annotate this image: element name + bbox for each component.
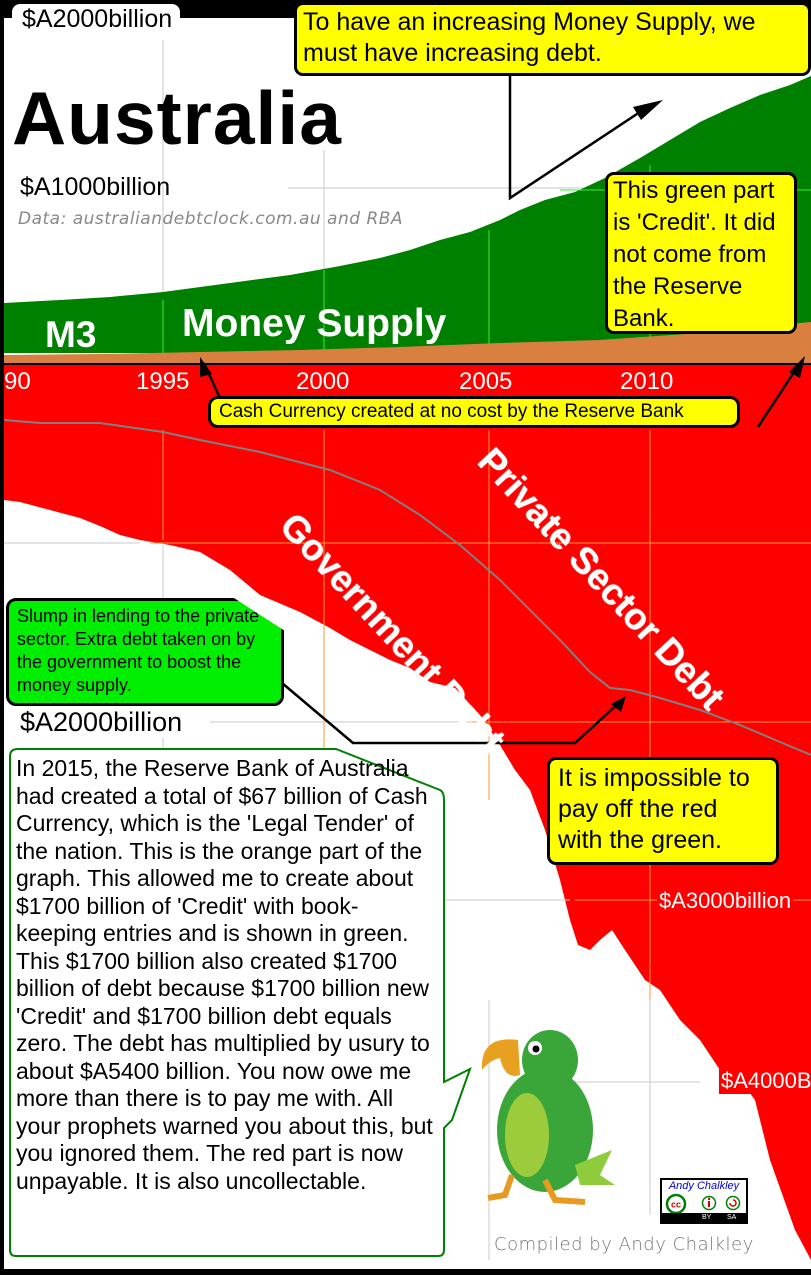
- money-supply-label: Money Supply: [182, 302, 447, 345]
- license-bar: BY SA: [662, 1213, 746, 1222]
- cash-area: [4, 322, 811, 364]
- year-label: 2005: [459, 368, 513, 395]
- svg-text:cc: cc: [671, 1200, 681, 1210]
- year-label: 2010: [620, 368, 674, 395]
- data-source: Data: australiandebtclock.com.au and RBA: [18, 209, 404, 229]
- license-sa: SA: [727, 1214, 737, 1221]
- parrot-illustration: [481, 1030, 615, 1205]
- axis-label-3000: $A3000billion: [657, 888, 794, 914]
- arrowheads: [200, 100, 805, 712]
- year-label: 2000: [296, 368, 350, 395]
- license-author: Andy Chalkley: [668, 1180, 740, 1192]
- note-slump: Slump in lending to the private sector. …: [6, 598, 284, 706]
- note-impossible: It is impossible to pay off the red with…: [547, 757, 779, 865]
- credit-line: Compiled by Andy Chalkley: [494, 1234, 754, 1255]
- axis-label-4000: $A4000B: [719, 1068, 811, 1094]
- speech-text: In 2015, the Reserve Bank of Australia h…: [16, 755, 433, 1194]
- grid-lower: [4, 542, 700, 1260]
- year-label: 1995: [136, 368, 190, 395]
- sa-icon: [725, 1195, 741, 1211]
- private-government-divider: [3, 419, 811, 756]
- license-by: BY: [702, 1214, 712, 1221]
- page-title: Australia: [12, 76, 342, 160]
- note-cash-currency: Cash Currency created at no cost by the …: [208, 396, 740, 428]
- m3-label: M3: [45, 314, 97, 355]
- year-label: 90: [4, 368, 31, 395]
- axis-label-1000: $A1000billion: [20, 173, 171, 201]
- note-money-debt: To have an increasing Money Supply, we m…: [294, 2, 811, 76]
- license-icons: cc: [665, 1193, 741, 1215]
- top-axis-label: $A2000billion: [12, 4, 181, 34]
- speech-bubble: [9, 748, 472, 1257]
- debt-area: [4, 365, 811, 1260]
- axis-label-2000-lower: $A2000billion: [16, 707, 187, 738]
- note-credit: This green part is 'Credit'. It did not …: [605, 172, 797, 334]
- license-badge[interactable]: Andy Chalkley cc BY SA: [660, 1178, 748, 1224]
